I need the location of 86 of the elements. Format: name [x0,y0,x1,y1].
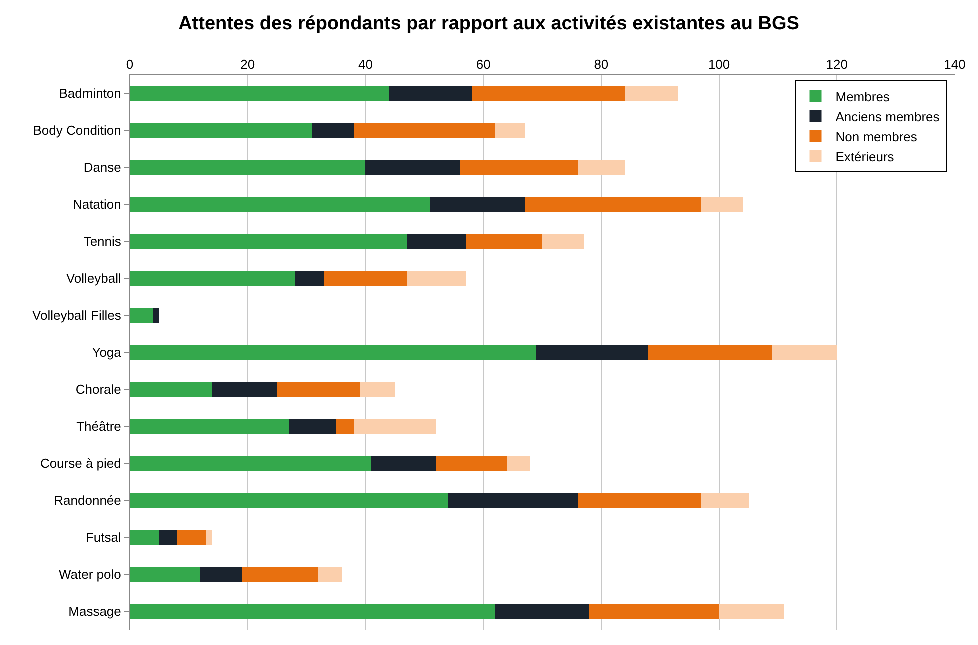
bar [130,419,290,434]
legend-label: Non membres [836,129,918,144]
x-tick-label: 0 [126,56,134,72]
y-tick-label: Théâtre [76,419,122,434]
bar [277,382,360,397]
bar [312,123,354,138]
y-tick-label: Natation [72,197,122,212]
legend-label: Anciens membres [836,109,940,124]
y-tick-label: Danse [84,160,122,176]
bar [130,123,313,138]
bar [436,456,508,471]
bar [372,456,436,471]
bar [130,567,201,582]
bar [159,530,178,545]
bar [495,123,525,138]
legend-label: Extérieurs [836,149,895,164]
bar [212,382,278,397]
bar [130,493,448,508]
y-tick-label: Body Condition [33,123,122,138]
bar [406,271,466,286]
bar [130,382,212,397]
x-tick-label: 100 [708,56,730,72]
bar [324,271,407,286]
bar [406,234,466,249]
bar [366,160,460,175]
bar [130,86,390,101]
y-tick-label: Volleyball Filles [32,308,122,324]
bar [206,530,212,545]
y-tick-label: Massage [68,604,122,620]
bar [130,345,537,360]
bar [590,604,720,619]
legend-label: Membres [836,90,890,105]
bar [466,234,542,249]
bar [354,419,436,434]
bar [130,604,496,619]
y-tick-label: Futsal [86,530,122,546]
x-tick-label: 120 [826,56,848,72]
bar [625,86,678,101]
y-tick-label: Tennis [84,234,122,250]
y-tick-label: Chorale [76,382,122,398]
bar [242,567,319,582]
y-tick-label: Yoga [92,345,122,360]
bar [542,234,584,249]
bar [130,530,160,545]
bar [354,123,496,138]
bar [448,493,578,508]
x-tick-label: 40 [358,56,373,72]
bar [472,86,625,101]
bar [336,419,354,434]
x-tick-label: 140 [944,56,966,72]
bar [360,382,396,397]
bar [772,345,838,360]
bar [495,604,590,619]
bar [536,345,649,360]
bar [719,604,784,619]
bar [177,530,207,545]
bar [702,493,749,508]
chart-title: Attentes des répondants par rapport aux activités existantes au BGS [178,13,800,34]
bar [130,197,431,212]
bar [648,345,772,360]
bar [200,567,242,582]
bar [130,308,154,323]
bar [154,308,160,323]
bar [130,160,366,175]
x-tick-label: 80 [594,56,609,72]
y-tick-label: Water polo [59,567,122,582]
bar [130,456,372,471]
bar [389,86,472,101]
bar [130,271,295,286]
x-tick-label: 20 [240,56,256,72]
bar [507,456,531,471]
y-tick-label: Randonnée [54,493,122,508]
bar [318,567,342,582]
bar [130,234,407,249]
bar [295,271,324,286]
bar [430,197,525,212]
bar [460,160,578,175]
bar [578,160,625,175]
y-tick-label: Volleyball [66,271,122,286]
y-tick-label: Course à pied [40,456,122,472]
bar [702,197,743,212]
x-tick-label: 60 [476,56,491,72]
bar [524,197,702,212]
bar [578,493,702,508]
bar [289,419,336,434]
y-tick-label: Badminton [59,86,122,102]
